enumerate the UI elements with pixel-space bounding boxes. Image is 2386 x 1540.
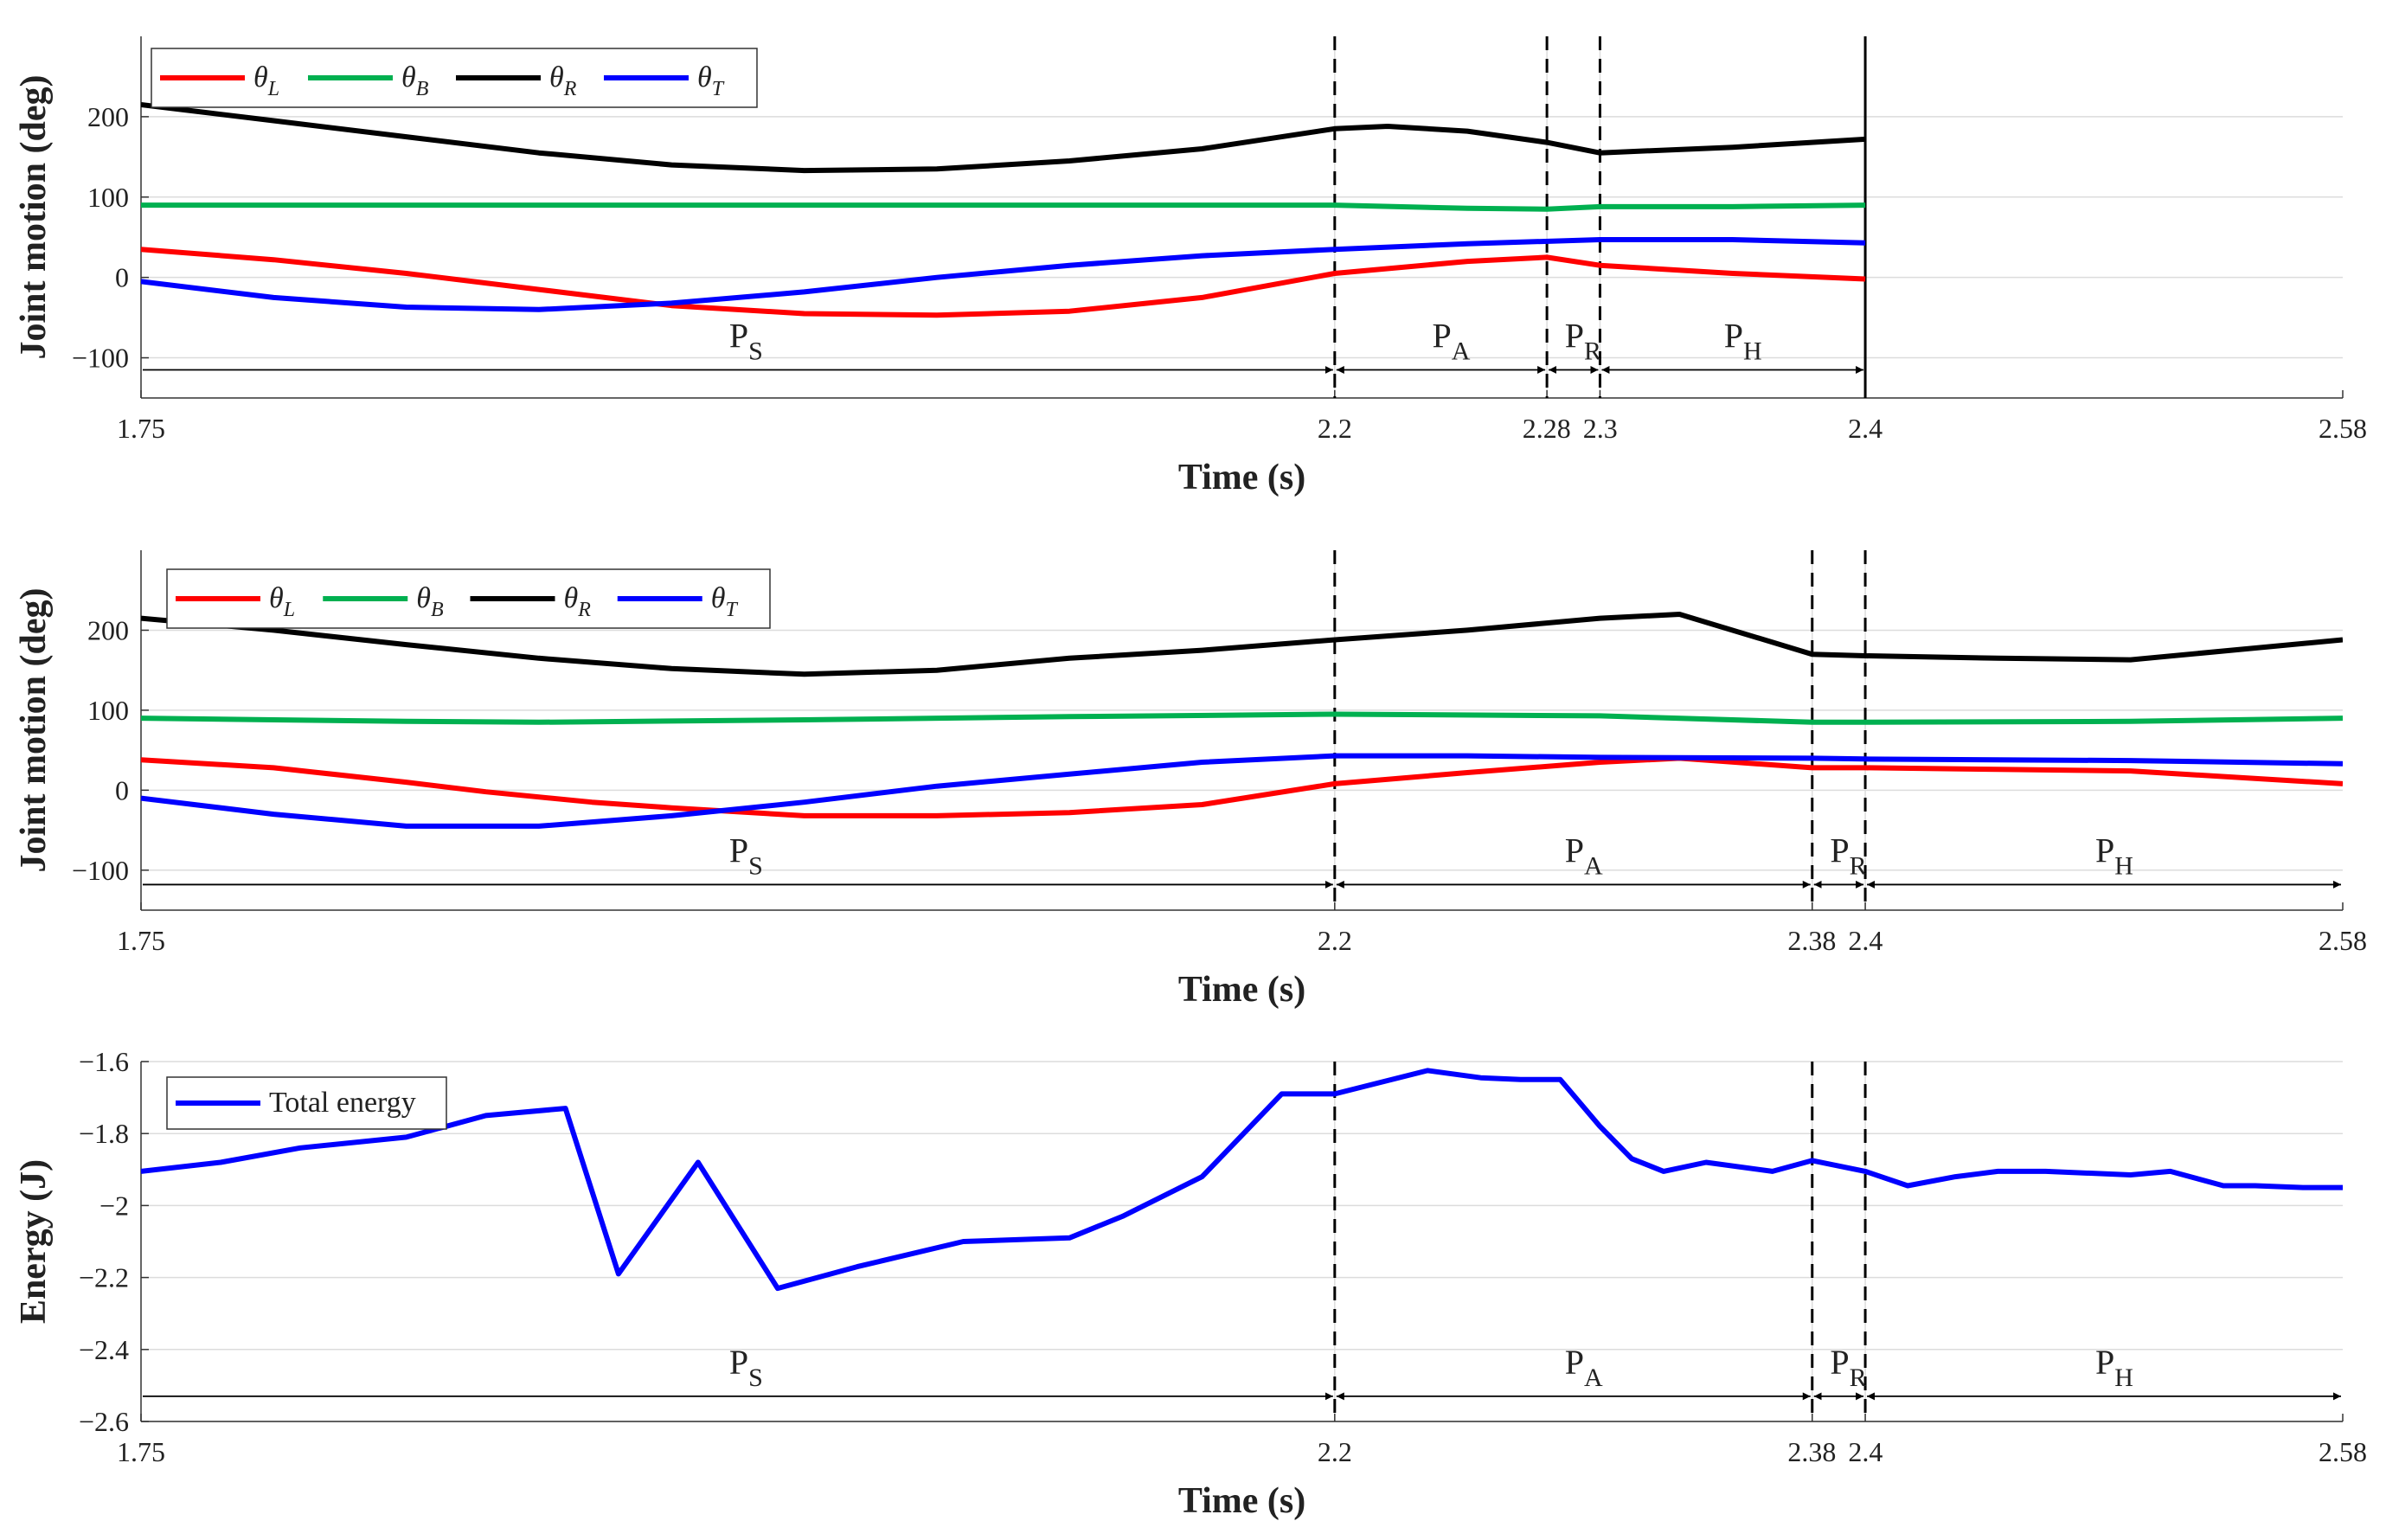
- x-tick-label: 2.58: [2319, 925, 2367, 956]
- series-line-theta-l: [141, 247, 1866, 318]
- phase-label-h: PH: [2095, 1343, 2133, 1392]
- series-line-theta-b: [141, 202, 1866, 212]
- phase-label-a: PA: [1565, 1343, 1603, 1392]
- phase-label-a: PA: [1565, 831, 1603, 880]
- y-tick-label: −2.4: [79, 1334, 129, 1365]
- y-tick-label: −2.2: [79, 1262, 129, 1293]
- y-tick-label: 0: [115, 262, 129, 293]
- series-line-theta-r: [141, 612, 2343, 677]
- legend-label: θR: [564, 582, 592, 621]
- y-tick-label: −2: [99, 1190, 129, 1221]
- series-line-theta-l: [141, 755, 2343, 818]
- y-tick-label: 0: [115, 774, 129, 805]
- x-tick-label: 2.28: [1523, 413, 1571, 444]
- x-tick-label: 2.4: [1848, 1436, 1883, 1467]
- y-axis-title: Joint motion (deg): [14, 75, 54, 360]
- series-line-theta-r: [141, 102, 1866, 174]
- x-tick-label: 1.75: [117, 413, 165, 444]
- series-line-total-energy: [141, 1068, 2343, 1292]
- phase-label-s: PS: [729, 1343, 763, 1392]
- legend-label: θB: [401, 61, 429, 100]
- phase-label-s: PS: [729, 316, 763, 365]
- y-axis-title: Joint motion (deg): [14, 588, 54, 873]
- x-tick-label: 2.38: [1787, 925, 1836, 956]
- y-tick-label: −2.6: [79, 1406, 129, 1437]
- x-tick-label: 2.3: [1583, 413, 1618, 444]
- chart-2: −100 0 100 200 1.75 2.2 2.38 2.4 2.58 Time (s) Joi…: [14, 550, 2367, 1010]
- x-tick-label: 2.38: [1787, 1436, 1836, 1467]
- x-tick-label: 2.4: [1848, 925, 1883, 956]
- y-tick-label: 200: [87, 614, 129, 645]
- phase-label-r: PR: [1830, 831, 1866, 880]
- phase-label-h: PH: [2095, 831, 2133, 880]
- phase-label-a: PA: [1432, 316, 1470, 365]
- legend-label: θL: [269, 582, 295, 621]
- x-tick-label: 2.2: [1318, 925, 1352, 956]
- y-tick-label: 100: [87, 695, 129, 726]
- y-tick-label: 100: [87, 182, 129, 213]
- y-axis-title: Energy (J): [14, 1159, 54, 1324]
- x-axis-title: Time (s): [1178, 970, 1305, 1010]
- x-tick-label: 2.58: [2319, 413, 2367, 444]
- legend: θL θB θR θT: [151, 48, 758, 108]
- series-line-theta-t: [141, 237, 1866, 312]
- phase-label-s: PS: [729, 831, 763, 880]
- legend-label: θB: [416, 582, 444, 621]
- chart-3: −2.6 −2.4 −2.2 −2 −1.8 −1.6 1.75 2.2 2.38 2.4 2.58…: [14, 1046, 2367, 1521]
- y-tick-label: −1.6: [79, 1046, 129, 1077]
- y-tick-label: −1.8: [79, 1118, 129, 1149]
- series-line-theta-b: [141, 711, 2343, 725]
- legend-label: θR: [549, 61, 577, 100]
- x-tick-label: 1.75: [117, 1436, 165, 1467]
- phase-label-h: PH: [1724, 316, 1762, 365]
- legend-label: θT: [711, 582, 739, 621]
- phase-label-r: PR: [1830, 1343, 1866, 1392]
- plot-area: [141, 1062, 2343, 1421]
- chart-1: −100 0 100 200 1.75 2.2 2.28 2.3 2.4 2.58 Time (s)…: [14, 36, 2367, 497]
- x-axis-title: Time (s): [1178, 1481, 1305, 1521]
- y-tick-label: −100: [72, 343, 129, 374]
- legend: Total energy: [166, 1076, 447, 1130]
- legend: θL θB θR θT: [166, 568, 771, 629]
- x-tick-label: 2.2: [1318, 413, 1352, 444]
- legend-label: θL: [253, 61, 279, 100]
- legend-label: θT: [697, 61, 725, 100]
- series-line-theta-t: [141, 753, 2343, 829]
- y-tick-label: −100: [72, 855, 129, 886]
- y-tick-label: 200: [87, 101, 129, 132]
- x-tick-label: 1.75: [117, 925, 165, 956]
- phase-label-r: PR: [1565, 316, 1601, 365]
- legend-label: Total energy: [269, 1087, 416, 1119]
- x-tick-label: 2.4: [1848, 413, 1883, 444]
- x-tick-label: 2.2: [1318, 1436, 1352, 1467]
- x-tick-label: 2.58: [2319, 1436, 2367, 1467]
- x-axis-title: Time (s): [1178, 458, 1305, 497]
